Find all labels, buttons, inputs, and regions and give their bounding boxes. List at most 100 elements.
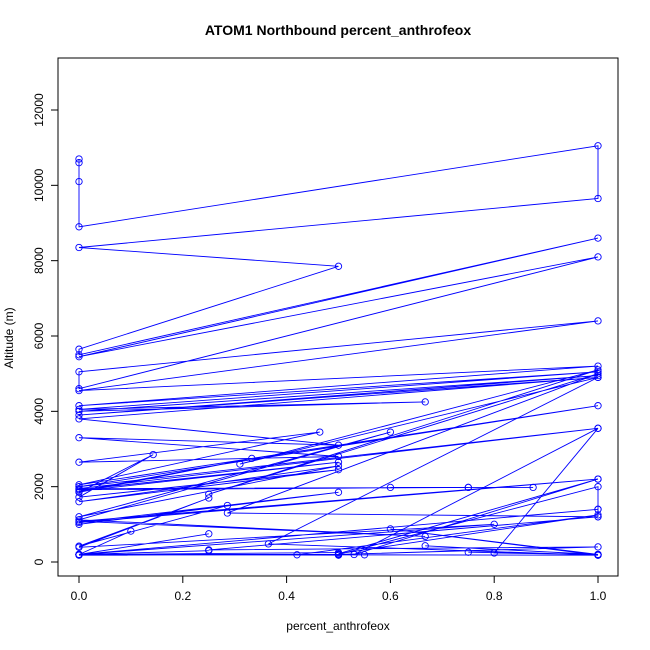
data-point xyxy=(594,370,602,378)
data-point xyxy=(75,385,83,393)
data-point xyxy=(75,513,83,521)
data-point xyxy=(127,527,135,535)
chart-title: ATOM1 Northbound percent_anthrofeox xyxy=(205,22,471,38)
data-point xyxy=(75,159,83,167)
data-point xyxy=(75,518,83,527)
y-axis-label: Altitude (m) xyxy=(2,307,16,368)
data-point xyxy=(594,317,602,325)
y-tick-label: 0 xyxy=(32,558,46,565)
data-point xyxy=(594,234,602,242)
data-point xyxy=(223,509,232,517)
data-point xyxy=(594,475,602,483)
data-point xyxy=(75,353,83,361)
y-tick-label: 4000 xyxy=(32,398,46,425)
data-point xyxy=(421,532,429,541)
x-axis: 0.0 0.2 0.4 0.6 0.8 1.0 xyxy=(71,576,607,603)
data-point xyxy=(223,501,232,510)
data-point xyxy=(594,142,602,150)
data-point xyxy=(490,549,498,557)
data-point xyxy=(594,362,602,370)
x-tick-label: 0.6 xyxy=(382,589,399,603)
data-point xyxy=(594,543,602,551)
data-point xyxy=(334,550,343,558)
data-point xyxy=(75,458,83,466)
data-point xyxy=(334,462,343,470)
data-point xyxy=(236,460,244,468)
data-point xyxy=(360,551,369,559)
data-point xyxy=(350,550,358,559)
data-point xyxy=(75,434,83,442)
data-point xyxy=(594,551,602,559)
data-point xyxy=(75,498,83,506)
data-point xyxy=(334,441,343,449)
data-point xyxy=(75,155,83,163)
data-point xyxy=(205,490,213,498)
x-tick-label: 1.0 xyxy=(590,589,607,603)
data-point xyxy=(490,520,498,528)
data-point xyxy=(75,177,83,186)
data-point xyxy=(334,458,343,466)
data-point xyxy=(205,546,213,554)
data-point xyxy=(594,194,602,203)
data-point xyxy=(594,483,602,491)
series-points xyxy=(75,142,602,559)
data-point xyxy=(386,525,395,533)
data-point xyxy=(75,493,83,501)
data-point xyxy=(594,513,602,521)
x-tick-label: 0.2 xyxy=(174,589,191,603)
data-point xyxy=(75,407,83,415)
y-tick-label: 6000 xyxy=(32,322,46,349)
data-point xyxy=(75,488,83,496)
data-point xyxy=(421,542,429,550)
data-point xyxy=(205,494,213,502)
data-point xyxy=(205,530,213,538)
data-point xyxy=(594,505,602,513)
data-point xyxy=(594,371,602,380)
data-point xyxy=(334,488,343,496)
x-axis-label: percent_anthrofeox xyxy=(286,619,389,633)
data-point xyxy=(75,520,83,528)
y-tick-label: 12000 xyxy=(32,93,46,127)
data-point xyxy=(594,402,602,410)
data-point xyxy=(264,540,273,548)
data-point xyxy=(529,483,537,492)
data-point xyxy=(75,405,83,414)
data-point xyxy=(594,368,602,376)
data-point xyxy=(75,402,83,410)
data-point xyxy=(464,483,472,492)
data-point xyxy=(464,548,472,556)
data-point xyxy=(75,386,83,395)
y-axis: 0 2000 4000 6000 8000 10000 12000 xyxy=(32,93,58,565)
data-point xyxy=(293,551,301,559)
data-point xyxy=(75,543,83,551)
data-point xyxy=(75,368,83,376)
data-point xyxy=(75,243,83,252)
x-tick-label: 0.0 xyxy=(71,589,88,603)
data-point xyxy=(316,428,324,436)
y-tick-label: 10000 xyxy=(32,168,46,202)
data-point xyxy=(386,428,395,436)
data-point xyxy=(594,253,602,261)
data-point xyxy=(75,483,83,491)
y-tick-label: 2000 xyxy=(32,473,46,500)
data-point xyxy=(334,452,343,461)
series-line xyxy=(78,145,599,556)
data-point xyxy=(594,366,602,374)
data-point xyxy=(75,415,83,423)
data-point xyxy=(75,345,83,353)
x-tick-label: 0.8 xyxy=(486,589,503,603)
series-lines xyxy=(78,145,599,556)
data-point xyxy=(594,424,602,432)
data-point xyxy=(75,223,83,231)
data-point xyxy=(334,262,343,270)
data-point xyxy=(75,551,83,559)
data-point xyxy=(248,454,256,463)
data-point xyxy=(334,466,343,474)
data-point xyxy=(594,511,602,519)
data-point xyxy=(75,411,83,419)
x-tick-label: 0.4 xyxy=(278,589,295,603)
data-point xyxy=(75,351,83,359)
series-line xyxy=(208,369,599,556)
data-point xyxy=(149,450,157,459)
